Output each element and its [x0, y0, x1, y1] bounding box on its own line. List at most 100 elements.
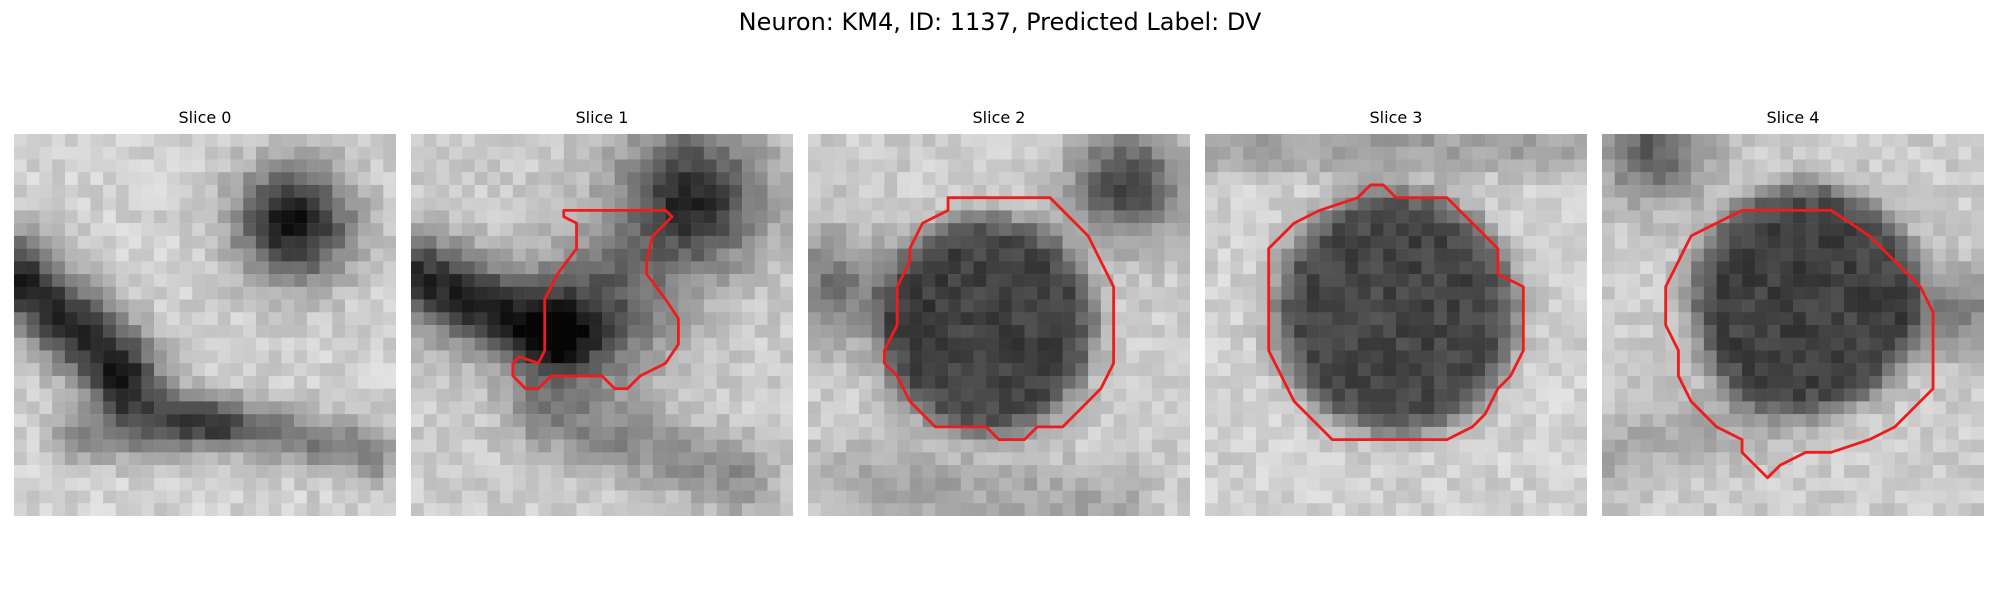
pixel [1294, 414, 1308, 428]
pixel [332, 490, 346, 504]
pixel [14, 414, 27, 428]
pixel [1164, 184, 1178, 198]
pixel [217, 350, 231, 364]
pixel [77, 223, 91, 237]
pixel [820, 465, 834, 479]
pixel [960, 414, 974, 428]
pixel [449, 490, 463, 504]
pixel [1958, 477, 1972, 491]
pixel [1268, 388, 1282, 402]
pixel [1217, 210, 1231, 224]
pixel [1523, 388, 1537, 402]
pixel [1281, 312, 1295, 326]
pixel [602, 477, 615, 491]
pixel [423, 337, 437, 351]
pixel [1561, 401, 1575, 415]
pixel [1459, 312, 1473, 326]
pixel [909, 299, 923, 313]
pixel [1205, 274, 1218, 288]
pixel [948, 426, 962, 440]
pixel [1831, 286, 1845, 300]
pixel [217, 439, 231, 453]
pixel [449, 363, 463, 377]
pixel [1151, 452, 1165, 466]
pixel [383, 134, 396, 147]
pixel [1907, 337, 1921, 351]
pixel [1627, 477, 1641, 491]
pixel [1831, 146, 1845, 160]
pixel [345, 312, 359, 326]
pixel [780, 248, 793, 262]
pixel [897, 477, 911, 491]
pixel [141, 350, 155, 364]
pixel [767, 299, 781, 313]
pixel [1319, 184, 1333, 198]
pixel [948, 388, 962, 402]
pixel [589, 363, 603, 377]
pixel [1548, 261, 1562, 275]
pixel [1037, 325, 1051, 338]
pixel [268, 210, 282, 224]
pixel [90, 363, 104, 377]
pixel [846, 325, 860, 338]
pixel [678, 248, 692, 262]
pixel [1678, 261, 1692, 275]
pixel [563, 426, 577, 440]
pixel [1971, 325, 1984, 338]
pixel [1049, 159, 1063, 173]
pixel [716, 134, 730, 147]
pixel [1230, 184, 1244, 198]
pixel [1678, 401, 1692, 415]
pixel [1652, 248, 1666, 262]
pixel [1126, 172, 1140, 186]
pixel [1523, 350, 1537, 364]
pixel [652, 299, 666, 313]
pixel [1856, 312, 1870, 326]
pixel [1805, 274, 1819, 288]
pixel [370, 414, 384, 428]
pixel [217, 401, 231, 415]
pixel [1691, 426, 1705, 440]
pixel [1703, 299, 1717, 313]
pixel [1345, 439, 1359, 453]
pixel [1767, 299, 1781, 313]
pixel [1268, 401, 1282, 415]
pixel [973, 375, 987, 389]
pixel [665, 223, 679, 237]
pixel [243, 223, 257, 237]
pixel [1088, 401, 1102, 415]
pixel [614, 210, 628, 224]
pixel [52, 388, 66, 402]
pixel [1843, 477, 1857, 491]
pixel [345, 375, 359, 389]
pixel [26, 426, 40, 440]
pixel [1319, 375, 1333, 389]
pixel [1805, 337, 1819, 351]
pixel [551, 426, 565, 440]
pixel [357, 261, 371, 275]
pixel [1678, 134, 1692, 147]
pixel [576, 299, 590, 313]
pixel [1205, 325, 1218, 338]
pixel [1561, 452, 1575, 466]
pixel [1716, 312, 1730, 326]
pixel [1243, 490, 1257, 504]
pixel [576, 134, 590, 147]
pixel [500, 159, 514, 173]
pixel [1882, 350, 1896, 364]
pixel [205, 477, 218, 491]
pixel [1472, 197, 1486, 211]
pixel [1243, 235, 1257, 249]
pixel [703, 134, 717, 147]
pixel [1971, 299, 1984, 313]
pixel [691, 159, 705, 173]
pixel [64, 146, 78, 160]
pixel [576, 146, 590, 160]
pixel [1332, 184, 1346, 198]
pixel [1217, 465, 1231, 479]
pixel [205, 363, 218, 377]
pixel [1523, 235, 1537, 249]
pixel [1497, 184, 1511, 198]
pixel [1971, 375, 1984, 389]
pixel [1472, 312, 1486, 326]
